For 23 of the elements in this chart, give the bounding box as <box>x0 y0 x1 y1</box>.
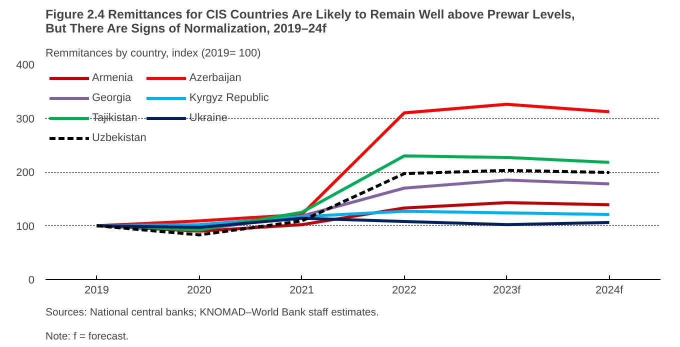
line-series <box>95 216 611 229</box>
legend-label: Azerbaijan <box>189 72 242 84</box>
y-tick-label: 100 <box>16 220 35 233</box>
y-axis-title: Remmitances by country, index (2019= 100) <box>46 48 261 60</box>
x-tick-label: 2024f <box>595 284 624 296</box>
x-tick-label: 2019 <box>84 284 109 296</box>
source-note: Sources: National central banks; KNOMAD–World Bank staff estimates. <box>46 306 379 318</box>
x-tick-label: 2020 <box>187 284 212 296</box>
legend-label: Ukraine <box>189 112 228 124</box>
legend-label: Armenia <box>92 72 133 84</box>
legend-label: Tajikistan <box>92 112 138 124</box>
x-tick-label: 2021 <box>290 284 314 296</box>
y-tick-label: 300 <box>16 113 35 126</box>
text: Note: f = forecast. <box>46 330 129 342</box>
x-tick-label: 2022 <box>392 284 416 296</box>
y-tick-label: 0 <box>28 274 35 286</box>
legend-label: Uzbekistan <box>92 132 146 144</box>
legend-label: Georgia <box>92 92 132 104</box>
y-tick-label: 400 <box>16 60 35 72</box>
y-tick-label: 200 <box>16 167 35 179</box>
chart-title: Figure 2.4 Remittances for CIS Countries Are Likely to Remain Well above Prewar Levels, But There Are Signs of Normalization, 2019–24f <box>46 8 575 36</box>
x-tick-label: 2023f <box>492 284 522 296</box>
legend-label: Kyrgyz Republic <box>189 92 269 104</box>
